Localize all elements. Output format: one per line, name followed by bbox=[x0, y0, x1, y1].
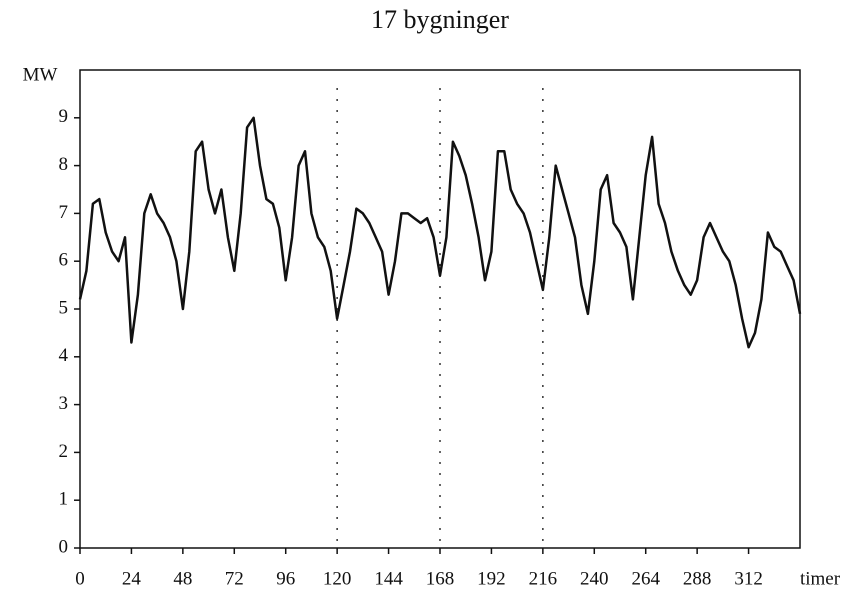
x-tick-label: 168 bbox=[426, 568, 455, 589]
y-tick-label: 2 bbox=[59, 441, 69, 462]
y-axis-label: MW bbox=[23, 64, 58, 85]
chart-title: 17 bygninger bbox=[371, 5, 509, 34]
y-tick-label: 8 bbox=[59, 154, 69, 175]
x-tick-label: 0 bbox=[75, 568, 85, 589]
y-tick-label: 3 bbox=[59, 393, 69, 414]
x-tick-label: 120 bbox=[323, 568, 352, 589]
y-tick-label: 4 bbox=[59, 345, 69, 366]
x-axis-label: timer bbox=[800, 568, 841, 589]
y-tick-label: 7 bbox=[59, 202, 69, 223]
x-tick-label: 96 bbox=[276, 568, 295, 589]
y-tick-label: 1 bbox=[59, 489, 69, 510]
x-tick-label: 192 bbox=[477, 568, 506, 589]
x-tick-label: 216 bbox=[529, 568, 558, 589]
x-tick-label: 48 bbox=[173, 568, 192, 589]
y-tick-label: 6 bbox=[59, 250, 69, 271]
x-tick-label: 24 bbox=[122, 568, 142, 589]
x-tick-label: 144 bbox=[374, 568, 403, 589]
y-tick-label: 0 bbox=[59, 536, 69, 557]
x-tick-label: 288 bbox=[683, 568, 712, 589]
x-tick-label: 312 bbox=[734, 568, 763, 589]
x-tick-label: 240 bbox=[580, 568, 609, 589]
x-tick-label: 72 bbox=[225, 568, 244, 589]
series-line bbox=[78, 116, 802, 349]
y-tick-label: 9 bbox=[59, 106, 69, 127]
x-tick-label: 264 bbox=[631, 568, 660, 589]
y-tick-label: 5 bbox=[59, 297, 69, 318]
